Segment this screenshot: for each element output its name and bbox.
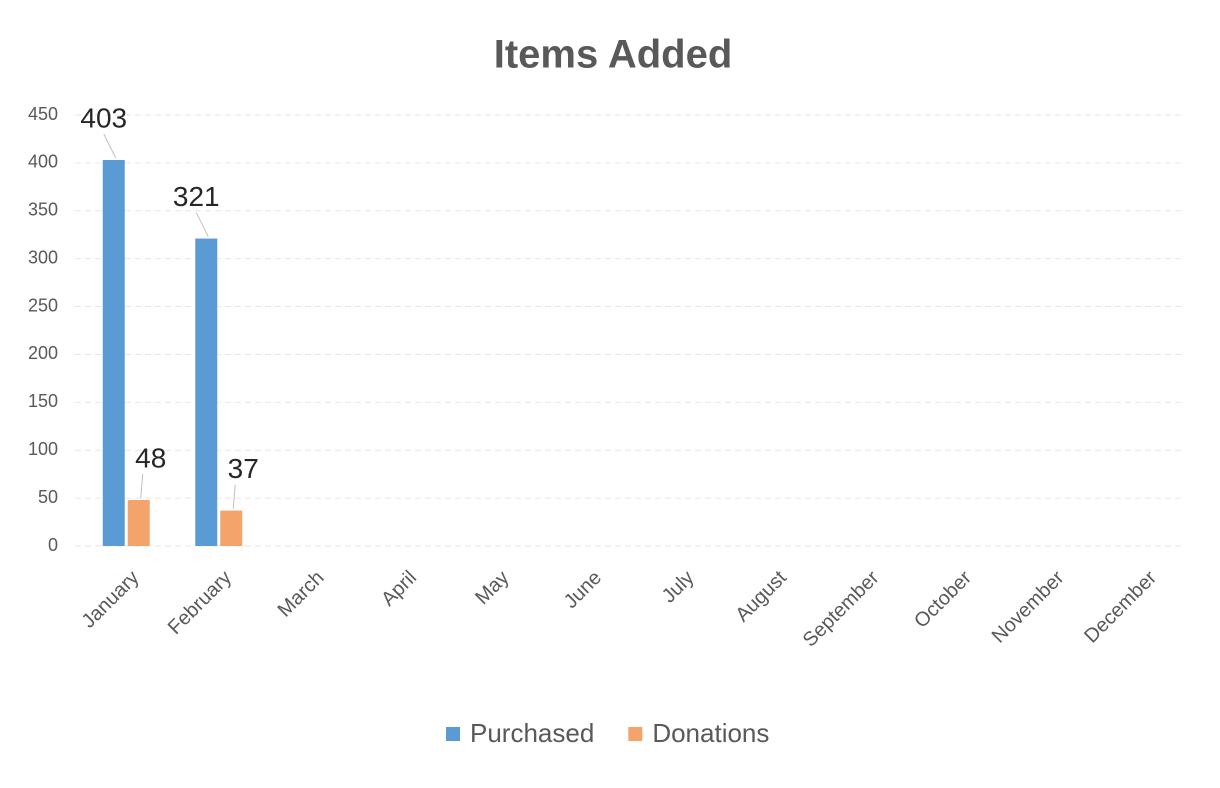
leader-line <box>103 133 117 159</box>
data-label: 321 <box>173 181 220 212</box>
leader-line <box>232 484 236 509</box>
data-label: 403 <box>80 102 127 133</box>
y-tick-label: 100 <box>28 439 58 459</box>
y-tick-label: 50 <box>38 487 58 507</box>
y-tick-label: 200 <box>28 343 58 363</box>
y-tick-label: 450 <box>28 104 58 124</box>
y-tick-label: 400 <box>28 152 58 172</box>
y-tick-label: 350 <box>28 200 58 220</box>
data-label: 48 <box>135 442 166 473</box>
y-tick-label: 150 <box>28 391 58 411</box>
legend-label: Donations <box>652 718 769 748</box>
bar <box>195 238 218 546</box>
bar <box>127 500 150 546</box>
leader-line <box>195 212 209 237</box>
chart-title: Items Added <box>494 33 733 77</box>
bar <box>220 510 243 546</box>
y-tick-label: 0 <box>48 535 58 555</box>
legend-swatch <box>628 727 643 741</box>
legend-swatch <box>446 727 460 741</box>
bar <box>102 160 125 546</box>
legend-label: Purchased <box>470 718 594 748</box>
y-tick-label: 300 <box>28 247 58 267</box>
leader-line <box>140 473 144 499</box>
data-label: 37 <box>228 453 259 484</box>
y-tick-label: 250 <box>28 295 58 315</box>
